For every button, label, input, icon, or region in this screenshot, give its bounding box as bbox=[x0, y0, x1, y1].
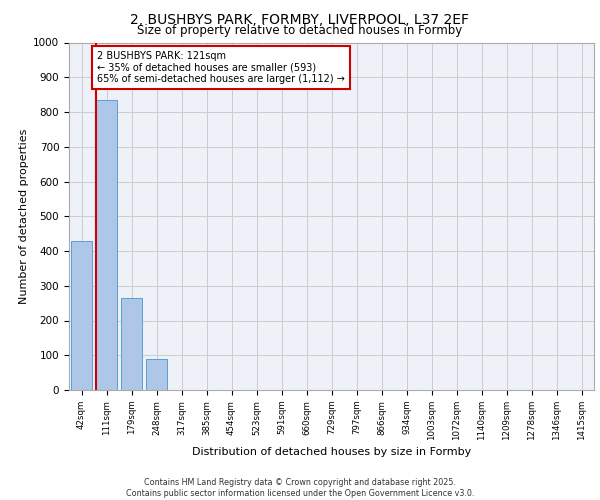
Bar bbox=[96, 100, 117, 390]
X-axis label: Distribution of detached houses by size in Formby: Distribution of detached houses by size … bbox=[192, 447, 471, 457]
Bar bbox=[71, 240, 92, 390]
Text: 2, BUSHBYS PARK, FORMBY, LIVERPOOL, L37 2EF: 2, BUSHBYS PARK, FORMBY, LIVERPOOL, L37 … bbox=[131, 12, 470, 26]
Text: Size of property relative to detached houses in Formby: Size of property relative to detached ho… bbox=[137, 24, 463, 37]
Text: Contains HM Land Registry data © Crown copyright and database right 2025.
Contai: Contains HM Land Registry data © Crown c… bbox=[126, 478, 474, 498]
Y-axis label: Number of detached properties: Number of detached properties bbox=[19, 128, 29, 304]
Bar bbox=[146, 358, 167, 390]
Bar bbox=[121, 298, 142, 390]
Text: 2 BUSHBYS PARK: 121sqm
← 35% of detached houses are smaller (593)
65% of semi-de: 2 BUSHBYS PARK: 121sqm ← 35% of detached… bbox=[97, 51, 345, 84]
